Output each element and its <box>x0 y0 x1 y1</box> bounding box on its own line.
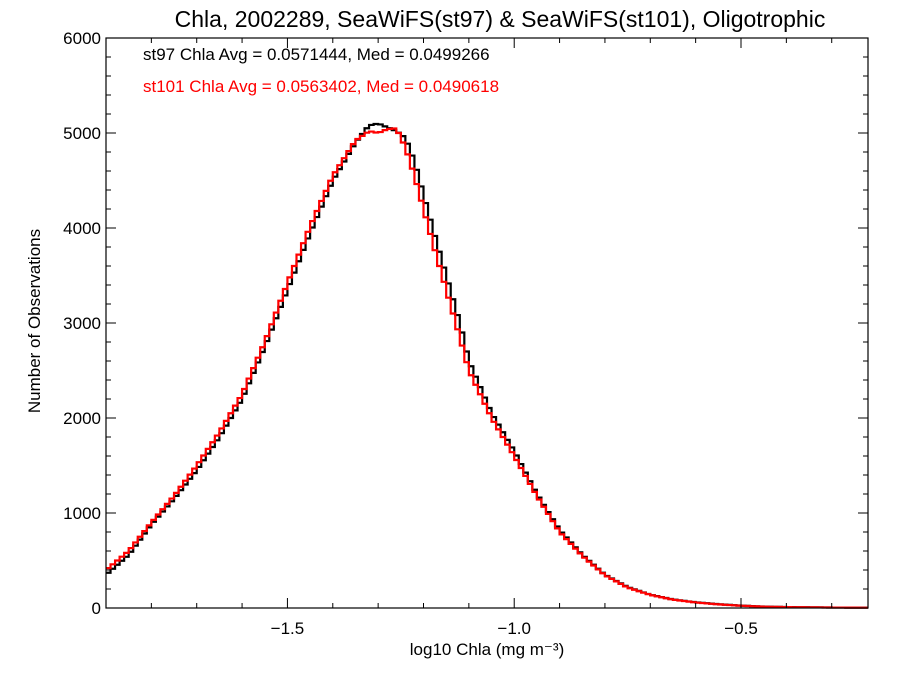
x-tick-label: −1.0 <box>497 619 531 638</box>
annotation-st101: st101 Chla Avg = 0.0563402, Med = 0.0490… <box>143 77 499 96</box>
x-tick-label: −1.5 <box>271 619 305 638</box>
y-axis-label: Number of Observations <box>25 229 44 413</box>
y-tick-label: 1000 <box>63 504 101 523</box>
x-axis-label: log10 Chla (mg m⁻³) <box>410 640 564 659</box>
chart-title: Chla, 2002289, SeaWiFS(st97) & SeaWiFS(s… <box>175 6 826 32</box>
x-tick-label: −0.5 <box>724 619 758 638</box>
annotation-st97: st97 Chla Avg = 0.0571444, Med = 0.04992… <box>143 45 490 64</box>
y-tick-label: 0 <box>92 599 101 618</box>
y-tick-label: 2000 <box>63 409 101 428</box>
plot-frame <box>105 37 869 609</box>
y-tick-label: 4000 <box>63 219 101 238</box>
series-layer <box>106 122 868 609</box>
y-tick-label: 3000 <box>63 314 101 333</box>
y-tick-label: 6000 <box>63 29 101 48</box>
y-tick-label: 5000 <box>63 124 101 143</box>
ticks-layer: −1.5 −1.0 −0.5 0 1000 2000 3000 4000 5000 6000 <box>63 29 868 638</box>
series-st101-line <box>106 127 868 609</box>
series-st97-line <box>106 122 868 609</box>
